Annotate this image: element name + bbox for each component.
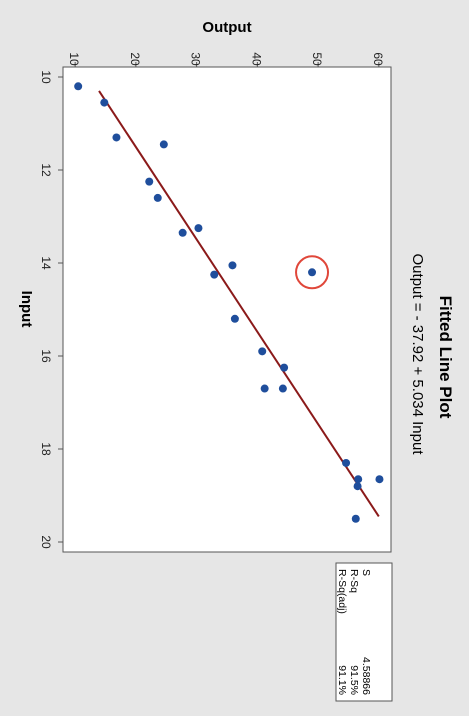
y-tick-label: 30: [189, 52, 203, 66]
data-point: [354, 475, 363, 484]
y-tick-label: 20: [128, 52, 142, 66]
data-point: [194, 224, 203, 233]
data-point: [210, 270, 219, 279]
chart-marks: 10 12 14 16 18 20 10 20 30 40 50 60: [39, 52, 385, 549]
plot-area: [62, 66, 392, 553]
data-point: [228, 261, 237, 270]
stats-box-frame: [335, 562, 393, 702]
y-tick-label: 10: [67, 52, 81, 66]
data-point: [280, 363, 289, 372]
data-point: [308, 268, 317, 277]
x-tick-label: 18: [39, 442, 53, 456]
y-tick-label: 60: [371, 52, 385, 66]
data-point: [145, 177, 154, 186]
data-point: [278, 384, 287, 393]
chart-subtitle: Output = - 37.92 + 5.034 Input: [409, 254, 426, 456]
data-point: [353, 482, 362, 491]
data-point: [375, 475, 384, 484]
data-point: [260, 384, 269, 393]
data-point: [74, 82, 83, 91]
outlier-highlight-circle: [295, 255, 330, 290]
data-point: [100, 98, 109, 107]
stats-value-r-sq-adj: 91.1%: [336, 665, 348, 695]
x-tick-label: 16: [39, 349, 53, 363]
x-tick-label: 12: [39, 163, 53, 177]
data-point: [112, 133, 121, 142]
stats-label-r-sq-adj: R-Sq(adj): [336, 569, 348, 614]
data-point: [159, 140, 168, 149]
chart-title: Fitted Line Plot: [436, 296, 455, 419]
data-point: [351, 514, 360, 523]
data-point: [342, 458, 351, 467]
stats-value-s: 4.58866: [360, 657, 372, 695]
data-point: [230, 314, 239, 323]
stats-label-s: S: [360, 569, 372, 576]
x-axis-label: Input: [18, 291, 35, 328]
stats-box: S R-Sq R-Sq(adj) 4.58866 91.5% 91.1%: [335, 562, 393, 702]
data-point: [153, 193, 162, 202]
x-tick-label: 10: [39, 70, 53, 84]
stats-value-r-sq: 91.5%: [348, 665, 360, 695]
data-point: [258, 347, 267, 356]
x-tick-label: 14: [39, 256, 53, 270]
y-tick-label: 50: [310, 52, 324, 66]
x-tick-label: 20: [39, 535, 53, 549]
data-point: [178, 228, 187, 237]
y-axis-label: Output: [202, 19, 251, 36]
fit-line: [98, 90, 380, 517]
stats-label-r-sq: R-Sq: [348, 569, 360, 593]
y-tick-label: 40: [249, 52, 263, 66]
